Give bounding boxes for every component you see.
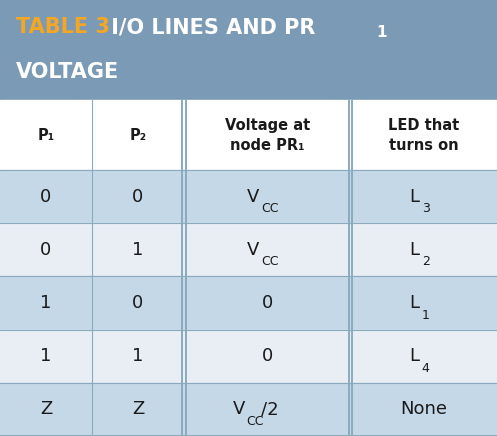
Text: 0: 0 <box>132 294 144 312</box>
Text: 1: 1 <box>132 241 144 259</box>
Text: V: V <box>233 400 245 419</box>
Text: None: None <box>400 400 447 419</box>
Text: 1: 1 <box>421 309 429 322</box>
Text: CC: CC <box>247 415 264 428</box>
Text: 2: 2 <box>421 255 429 269</box>
Text: I/O LINES AND PR: I/O LINES AND PR <box>104 17 316 37</box>
Text: Voltage at
node PR₁: Voltage at node PR₁ <box>225 118 310 153</box>
Text: 1: 1 <box>132 347 144 365</box>
Bar <box>0 383 497 436</box>
Text: V: V <box>247 241 259 259</box>
Text: CC: CC <box>261 202 279 215</box>
Text: 1: 1 <box>40 347 52 365</box>
Text: CC: CC <box>261 255 279 269</box>
Text: /2: /2 <box>261 400 279 419</box>
Text: 1: 1 <box>40 294 52 312</box>
Text: 1: 1 <box>377 24 387 40</box>
Text: TABLE 3: TABLE 3 <box>16 17 110 37</box>
Bar <box>0 330 497 383</box>
Text: V: V <box>247 187 259 206</box>
Bar <box>0 276 497 330</box>
Bar <box>0 170 497 223</box>
Text: LED that
turns on: LED that turns on <box>388 118 459 153</box>
Text: 0: 0 <box>261 347 273 365</box>
Text: 4: 4 <box>421 362 429 375</box>
Text: 0: 0 <box>40 187 52 206</box>
Text: Z: Z <box>132 400 144 419</box>
Text: Z: Z <box>40 400 52 419</box>
Bar <box>0 0 497 100</box>
Text: VOLTAGE: VOLTAGE <box>16 62 119 82</box>
Text: P₁: P₁ <box>37 128 55 143</box>
Text: 0: 0 <box>40 241 52 259</box>
Text: P₂: P₂ <box>129 128 147 143</box>
Text: 0: 0 <box>132 187 144 206</box>
Text: L: L <box>410 187 419 206</box>
Bar <box>0 223 497 276</box>
Text: L: L <box>410 294 419 312</box>
Bar <box>0 100 497 170</box>
Text: L: L <box>410 347 419 365</box>
Text: 3: 3 <box>421 202 429 215</box>
Text: 0: 0 <box>261 294 273 312</box>
Text: L: L <box>410 241 419 259</box>
